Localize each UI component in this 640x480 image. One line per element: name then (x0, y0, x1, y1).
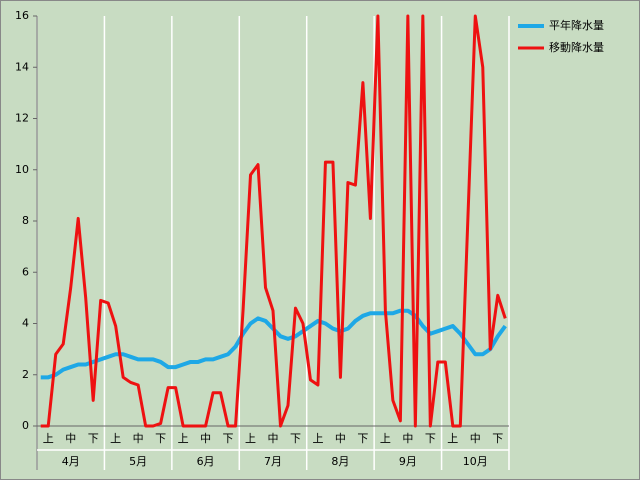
month-label: 7月 (264, 455, 282, 468)
dekad-label: 中 (470, 432, 481, 445)
data-line (40, 14, 507, 428)
month-label: 10月 (463, 455, 488, 468)
dekad-label: 下 (357, 432, 368, 445)
month-label: 6月 (197, 455, 215, 468)
dekad-label: 中 (65, 432, 76, 445)
dekad-label: 上 (380, 432, 391, 445)
legend-label: 平年降水量 (549, 18, 604, 32)
y-tick-label: 14 (15, 60, 29, 73)
month-label: 9月 (399, 455, 417, 468)
month-label: 4月 (62, 455, 80, 468)
y-tick-label: 6 (22, 265, 29, 278)
legend-label: 移動降水量 (549, 40, 604, 54)
y-tick-label: 8 (22, 214, 29, 227)
y-tick-label: 4 (22, 317, 29, 330)
dekad-label: 上 (178, 432, 189, 445)
dekad-label: 下 (223, 432, 234, 445)
dekad-label: 下 (492, 432, 503, 445)
dekad-label: 上 (245, 432, 256, 445)
y-tick-label: 12 (15, 112, 29, 125)
y-tick-label: 10 (15, 163, 29, 176)
y-tick-label: 2 (22, 368, 29, 381)
y-tick-label: 0 (22, 419, 29, 432)
dekad-label: 中 (402, 432, 413, 445)
dekad-label: 中 (268, 432, 279, 445)
dekad-label: 中 (133, 432, 144, 445)
dekad-label: 下 (290, 432, 301, 445)
dekad-label: 下 (425, 432, 436, 445)
dekad-label: 上 (43, 432, 54, 445)
dekad-label: 中 (200, 432, 211, 445)
dekad-label: 上 (447, 432, 458, 445)
dekad-label: 上 (110, 432, 121, 445)
dekad-label: 下 (155, 432, 166, 445)
month-label: 5月 (129, 455, 147, 468)
month-label: 8月 (331, 455, 349, 468)
dekad-label: 中 (335, 432, 346, 445)
dekad-label: 下 (88, 432, 99, 445)
dekad-label: 上 (312, 432, 323, 445)
y-tick-label: 16 (15, 9, 29, 22)
